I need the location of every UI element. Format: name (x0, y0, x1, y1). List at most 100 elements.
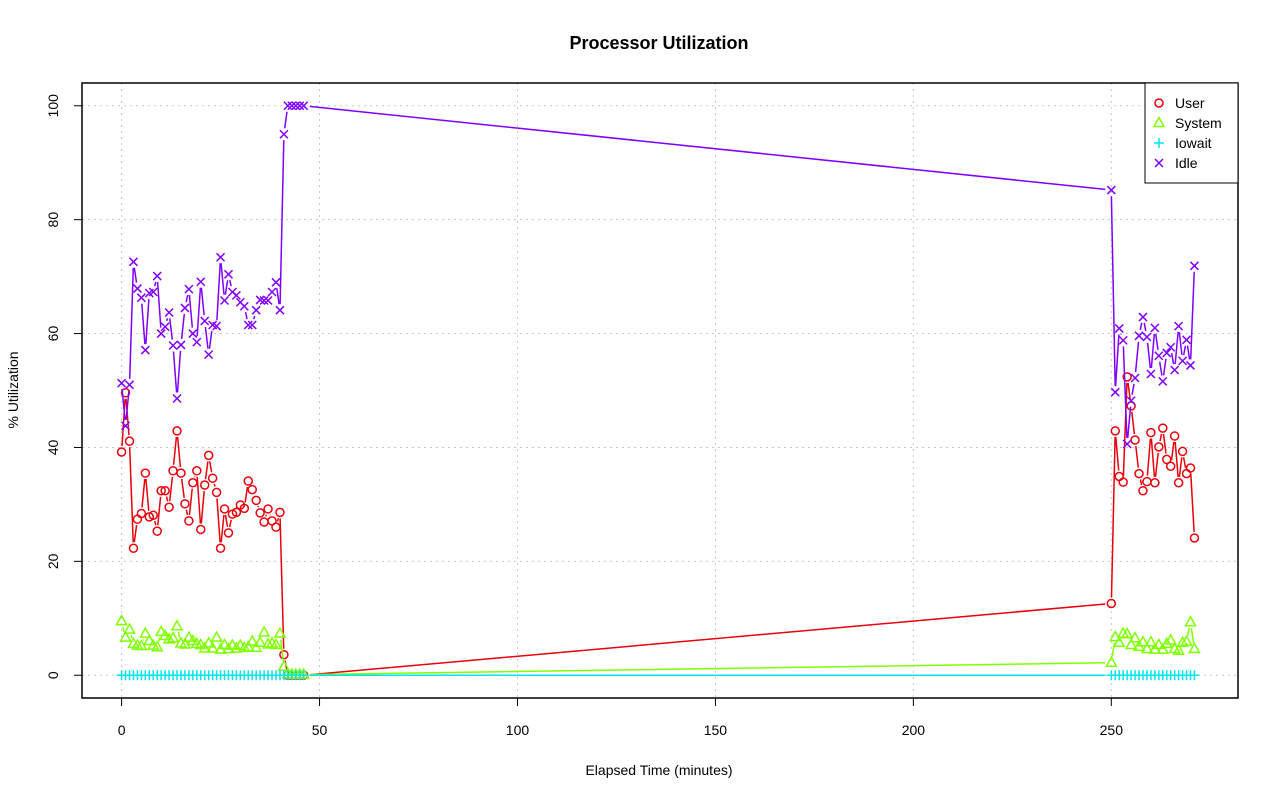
point-marker (231, 507, 242, 518)
point-marker (1118, 477, 1128, 487)
legend-item-system: System (1152, 115, 1222, 131)
series-idle (117, 101, 1199, 449)
point-marker (1164, 633, 1177, 645)
point-marker (202, 636, 215, 648)
series-line (121, 382, 1195, 676)
x-tick-label: 250 (1100, 722, 1124, 738)
point-marker (277, 659, 291, 671)
point-marker (1106, 598, 1117, 609)
point-marker (279, 129, 289, 139)
point-marker (1152, 637, 1166, 650)
point-marker (1165, 461, 1176, 471)
point-marker (1122, 372, 1132, 382)
point-marker (1142, 332, 1152, 342)
point-marker (1126, 401, 1136, 411)
point-marker (269, 637, 283, 650)
point-marker (1158, 376, 1168, 386)
point-marker (117, 378, 127, 388)
point-marker (184, 516, 194, 526)
point-marker (199, 480, 210, 490)
point-marker (1184, 615, 1197, 627)
legend-item-idle: Idle (1154, 155, 1198, 171)
point-marker (261, 637, 275, 649)
point-marker (156, 329, 166, 339)
point-marker (170, 619, 184, 631)
point-marker (154, 624, 168, 637)
point-marker (1162, 348, 1172, 358)
point-marker (132, 514, 143, 524)
point-marker (172, 426, 182, 436)
point-marker (1170, 365, 1180, 375)
point-marker (1106, 185, 1116, 195)
x-tick-label: 150 (704, 722, 728, 738)
point-marker (1189, 533, 1200, 543)
point-marker (172, 393, 182, 404)
point-marker (231, 290, 241, 300)
x-tick-label: 50 (312, 722, 328, 738)
point-marker (168, 466, 178, 476)
point-marker (1110, 426, 1121, 436)
y-tick-label: 100 (45, 94, 61, 118)
point-marker (1108, 630, 1122, 642)
point-marker (184, 284, 194, 294)
point-marker (178, 637, 192, 649)
point-marker (1181, 335, 1192, 345)
point-marker (124, 380, 135, 390)
point-marker (239, 301, 249, 311)
x-tick-label: 0 (118, 722, 126, 738)
point-marker (239, 503, 250, 514)
point-marker (1161, 454, 1172, 465)
point-marker (1180, 634, 1193, 646)
point-marker (275, 507, 285, 518)
point-marker (123, 622, 136, 634)
point-marker (219, 504, 230, 514)
point-marker (1166, 342, 1176, 352)
point-marker (1169, 431, 1180, 441)
point-marker (1130, 373, 1140, 383)
point-marker (1138, 485, 1148, 496)
point-marker (1154, 158, 1164, 168)
point-marker (223, 269, 234, 279)
point-marker (1146, 427, 1156, 438)
point-marker (139, 626, 152, 638)
point-marker (206, 641, 219, 653)
point-marker (162, 632, 176, 644)
point-marker (263, 504, 273, 514)
point-marker (160, 322, 170, 332)
point-marker (241, 640, 255, 652)
point-marker (1136, 635, 1150, 647)
point-marker (180, 499, 190, 509)
plot-series (115, 101, 1201, 681)
point-marker (1181, 468, 1192, 479)
point-marker (1154, 138, 1164, 148)
series-line (121, 105, 1195, 439)
point-marker (243, 320, 253, 330)
y-axis-label: % Utilization (5, 351, 21, 428)
y-tick-label: 40 (45, 439, 61, 455)
point-marker (121, 421, 131, 431)
point-marker (119, 630, 132, 642)
point-marker (1173, 478, 1184, 488)
point-marker (291, 101, 301, 111)
point-marker (180, 303, 190, 313)
point-marker (176, 340, 186, 350)
point-marker (212, 321, 222, 331)
point-marker (115, 614, 128, 626)
point-marker (1185, 360, 1196, 370)
point-marker (207, 473, 218, 483)
point-marker (1150, 478, 1160, 488)
point-marker (128, 543, 139, 553)
point-marker (1114, 471, 1124, 482)
point-marker (140, 345, 150, 355)
point-marker (166, 631, 180, 643)
y-tick-label: 20 (45, 553, 61, 569)
point-marker (230, 641, 243, 653)
point-marker (188, 478, 198, 488)
point-marker (1150, 323, 1160, 333)
point-marker (299, 101, 309, 111)
point-marker (211, 487, 222, 498)
point-marker (148, 510, 159, 520)
y-axis: 0 20 40 60 80 100 (45, 94, 82, 679)
point-marker (1122, 439, 1132, 449)
x-tick-label: 100 (506, 722, 530, 738)
